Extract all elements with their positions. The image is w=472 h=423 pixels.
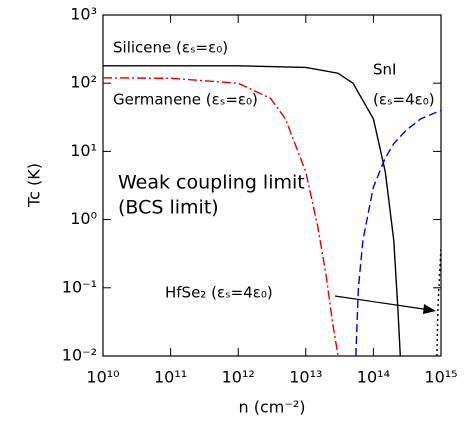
annotation: Weak coupling limit bbox=[118, 172, 305, 194]
series-label: HfSe₂ (εₛ=4ε₀) bbox=[165, 284, 273, 302]
series-line bbox=[103, 65, 402, 356]
x-tick-label: 10¹¹ bbox=[154, 368, 187, 387]
x-tick-label: 10¹² bbox=[222, 368, 255, 387]
x-tick-label: 10¹⁴ bbox=[357, 368, 390, 387]
plot-frame bbox=[102, 14, 442, 357]
y-tick-label: 10⁰ bbox=[70, 209, 97, 228]
series-line bbox=[103, 77, 339, 356]
series-label: Germanene (εₛ=ε₀) bbox=[113, 91, 258, 109]
series-line bbox=[355, 109, 441, 356]
series-line bbox=[436, 246, 441, 356]
series-label: Silicene (εₛ=ε₀) bbox=[113, 39, 228, 57]
x-tick-label: 10¹⁵ bbox=[424, 368, 457, 387]
series-label: SnI bbox=[373, 61, 396, 79]
x-tick-label: 10¹³ bbox=[289, 368, 322, 387]
annotation: (εₛ=4ε₀) bbox=[373, 91, 435, 109]
y-tick-label: 10¹ bbox=[70, 141, 97, 160]
y-axis-label: Tc (K) bbox=[25, 163, 44, 208]
y-tick-label: 10³ bbox=[70, 5, 97, 24]
annotation: (BCS limit) bbox=[118, 197, 219, 219]
y-tick-label: 10⁻¹ bbox=[62, 277, 97, 296]
arrow bbox=[334, 295, 431, 311]
x-tick-label: 10¹⁰ bbox=[86, 368, 119, 387]
x-axis-label: n (cm⁻²) bbox=[239, 398, 306, 417]
y-tick-label: 10⁻² bbox=[62, 346, 97, 365]
y-tick-label: 10² bbox=[70, 73, 97, 92]
arrow-head bbox=[423, 304, 436, 314]
